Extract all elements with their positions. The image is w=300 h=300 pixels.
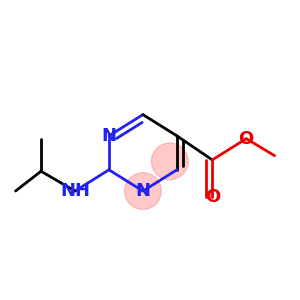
Circle shape [152,143,188,180]
Text: N: N [135,182,150,200]
Text: NH: NH [60,182,90,200]
Text: N: N [101,127,116,145]
Text: O: O [205,188,220,206]
Circle shape [124,172,161,209]
Text: O: O [238,130,254,148]
